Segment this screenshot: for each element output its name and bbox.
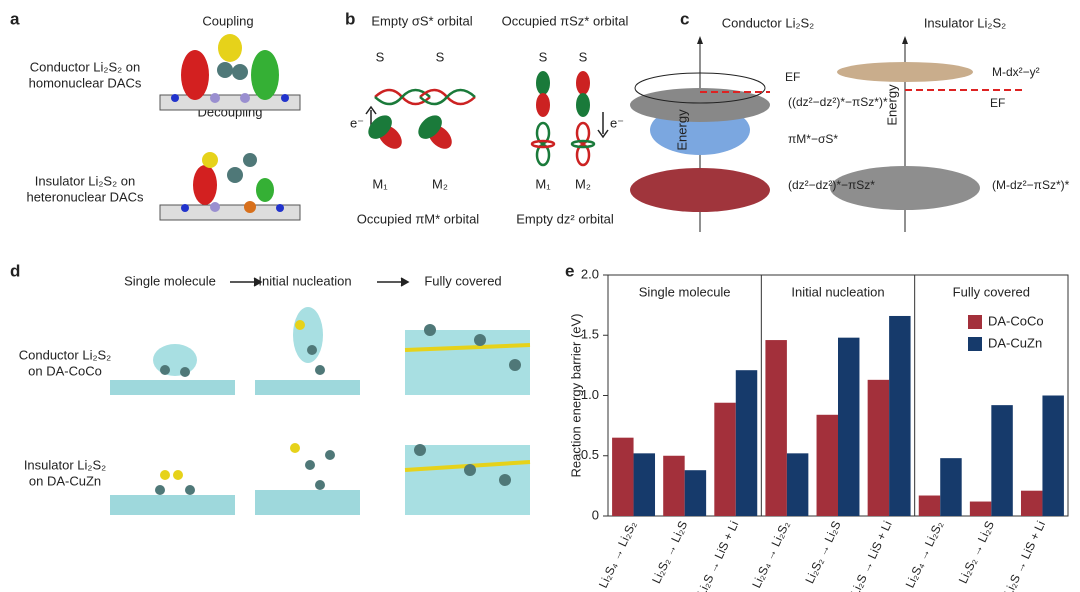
bar	[786, 453, 809, 516]
caption: Occupied πM* orbital	[357, 211, 480, 226]
stage: Single molecule	[124, 273, 216, 288]
y-tick-label: 1.0	[581, 387, 599, 402]
x-tick-label: Li₂S₄ → Li₂S₂	[749, 518, 792, 590]
bar	[867, 379, 890, 516]
bar	[991, 405, 1013, 516]
title: Conductor Li₂S₂	[722, 15, 814, 30]
bar	[663, 455, 685, 516]
bar	[838, 337, 860, 516]
legend-swatch	[968, 315, 982, 329]
caption: on DA-CoCo	[28, 363, 102, 378]
electron: e⁻	[610, 115, 624, 130]
x-tick-label: Li₂S₂ → Li₂S	[802, 519, 843, 586]
bar	[969, 501, 992, 516]
caption: heteronuclear DACs	[26, 189, 144, 204]
bar	[940, 458, 962, 516]
panel-label: e	[565, 261, 574, 280]
level-label: (M-dz²−πSz*)*	[992, 178, 1070, 192]
bar	[1042, 395, 1064, 516]
x-tick-label: Li₂S₄ → Li₂S₂	[596, 518, 639, 590]
caption: Insulator Li₂S₂ on	[35, 173, 135, 188]
bar	[684, 470, 707, 516]
section-label: Initial nucleation	[791, 284, 884, 299]
structures-d	[110, 307, 531, 515]
orbitals	[365, 71, 609, 167]
y-tick-label: 1.5	[581, 327, 599, 342]
section-label: Single molecule	[639, 284, 731, 299]
stage: Fully covered	[424, 273, 501, 288]
bar	[765, 340, 787, 516]
section-label: Fully covered	[953, 284, 1030, 299]
atom: S	[376, 49, 385, 64]
bar-chart: 0 0.5 1.0 1.5 2.0 Reaction energy barrier (eV…	[568, 266, 1069, 592]
structure-a-bottom	[159, 152, 301, 221]
x-tick-label: Li₂S₄ → Li₂S₂	[903, 518, 946, 590]
level-label: M-dx²−y²	[992, 65, 1040, 79]
panel-label: a	[10, 9, 20, 28]
caption: Conductor Li₂S₂ on	[30, 59, 141, 74]
level-label: ((dz²−dz²)*−πSz*)*	[788, 95, 888, 109]
electron: e⁻	[350, 115, 364, 130]
bar	[735, 370, 758, 516]
bar	[612, 437, 634, 516]
bar	[816, 414, 838, 516]
x-tick-label: Li₂S₂ → Li₂S	[956, 519, 997, 586]
axis-label: Energy	[884, 84, 899, 126]
bar	[1020, 490, 1043, 516]
metal: M₁	[535, 176, 551, 191]
caption: on DA-CuZn	[29, 473, 101, 488]
y-tick-label: 0	[592, 507, 599, 522]
axis-label: Energy	[674, 109, 689, 151]
caption: homonuclear DACs	[29, 75, 142, 90]
legend-swatch	[968, 337, 982, 351]
x-tick-label: Li₂S → LiS + Li	[848, 519, 895, 592]
y-tick-label: 0.5	[581, 447, 599, 462]
legend-label: DA-CoCo	[988, 313, 1044, 328]
title: Insulator Li₂S₂	[924, 15, 1006, 30]
x-tick-label: Li₂S₂ → Li₂S	[649, 519, 690, 586]
metal: M₂	[575, 176, 591, 191]
energy-diagram	[630, 36, 1022, 232]
bar	[714, 402, 736, 516]
panel-label: c	[680, 9, 689, 28]
x-tick-label: Li₂S → LiS + Li	[694, 519, 741, 592]
metal: M₁	[372, 176, 388, 191]
panel-label: d	[10, 261, 20, 280]
x-tick-label: Li₂S → LiS + Li	[1001, 519, 1048, 592]
stage: Initial nucleation	[258, 273, 351, 288]
title: Occupied πSz* orbital	[502, 13, 629, 28]
bar	[633, 453, 656, 516]
atom: S	[579, 49, 588, 64]
bar	[918, 495, 941, 516]
y-tick-label: 2.0	[581, 266, 599, 281]
title: Coupling	[202, 13, 253, 28]
y-axis-label: Reaction energy barrier (eV)	[568, 313, 583, 477]
caption: Empty dz² orbital	[516, 211, 614, 226]
level-label: πM*−σS*	[788, 132, 838, 146]
atom: S	[539, 49, 548, 64]
panel-label: b	[345, 9, 355, 28]
legend-label: DA-CuZn	[988, 335, 1042, 350]
fermi-label: EF	[785, 70, 800, 84]
arrows	[230, 277, 410, 287]
atom: S	[436, 49, 445, 64]
metal: M₂	[432, 176, 448, 191]
caption: Conductor Li₂S₂	[19, 347, 111, 362]
title: Empty σS* orbital	[371, 13, 472, 28]
structure-a-top	[159, 34, 301, 111]
bar	[889, 315, 911, 516]
level-label: (dz²−dz²)*−πSz*	[788, 178, 875, 192]
caption: Insulator Li₂S₂	[24, 457, 106, 472]
fermi-label: EF	[990, 96, 1005, 110]
